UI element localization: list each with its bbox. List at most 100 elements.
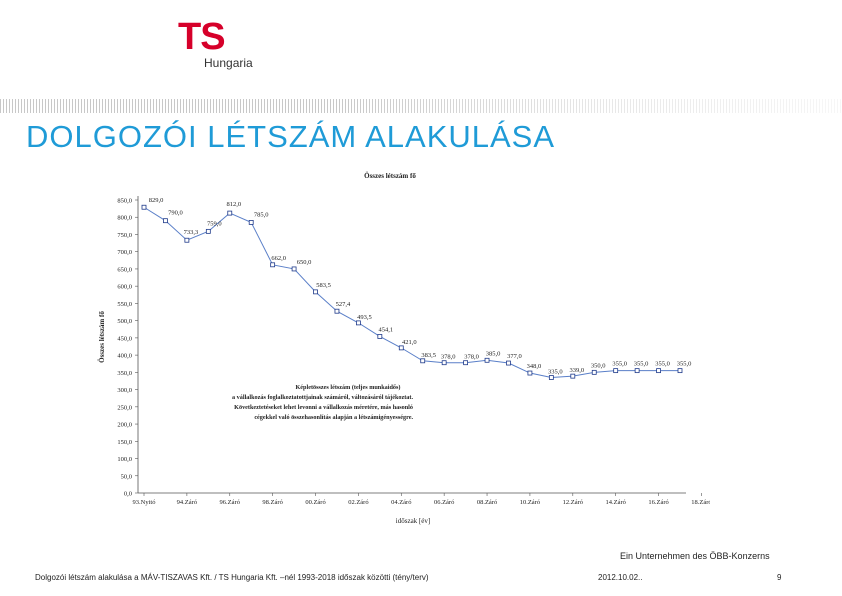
- data-point: [184, 237, 190, 243]
- data-point: [227, 210, 233, 216]
- x-tick-label: 93.Nyitó: [133, 499, 156, 506]
- data-label: 759,0: [207, 220, 222, 227]
- data-point: [463, 360, 469, 366]
- data-point: [677, 368, 683, 374]
- data-point: [248, 220, 254, 225]
- data-point: [205, 228, 211, 234]
- y-tick-label: 500,0: [117, 318, 132, 325]
- footer-caption: Dolgozói létszám alakulása a MÁV-TISZAVA…: [35, 573, 429, 582]
- ts-logo: TS: [178, 16, 226, 58]
- x-tick-label: 14.Záró: [605, 499, 625, 506]
- data-label: 583,5: [316, 282, 331, 289]
- x-tick-label: 00.Záró: [305, 499, 325, 506]
- data-label: 378,0: [441, 354, 456, 361]
- data-label: 335,0: [548, 369, 563, 376]
- y-tick-label: 0,0: [124, 491, 132, 498]
- data-point: [163, 218, 168, 224]
- data-label: 355,0: [655, 361, 670, 368]
- data-point: [355, 320, 361, 326]
- chart-title: Összes létszám fő: [364, 172, 416, 180]
- data-label: 355,0: [612, 361, 627, 368]
- data-point: [484, 357, 490, 363]
- data-label: 339,0: [569, 367, 584, 374]
- y-tick-label: 200,0: [117, 422, 132, 429]
- data-point: [548, 375, 554, 380]
- series-markers: [141, 204, 683, 380]
- data-label: 812,0: [226, 201, 241, 208]
- x-tick-label: 06.Záró: [434, 499, 454, 506]
- data-labels: 829,0 790,0 733,3 759,0 812,0 785,0 662,0 650,0…: [149, 197, 692, 375]
- data-point: [291, 266, 297, 272]
- data-label: 662,0: [271, 255, 286, 262]
- x-tick-label: 04.Záró: [391, 499, 411, 506]
- data-label: 527,4: [336, 301, 351, 308]
- x-tick-label: 02.Záró: [348, 499, 368, 506]
- data-label: 355,0: [677, 361, 692, 368]
- y-tick-label: 150,0: [117, 439, 132, 446]
- data-label: 650,0: [297, 259, 312, 266]
- logo-subtitle: Hungaria: [204, 56, 253, 70]
- data-point: [613, 368, 619, 374]
- data-point: [591, 369, 597, 375]
- y-tick-label: 850,0: [117, 198, 132, 205]
- annotation-line: Következtetéseket lehet levonni a vállal…: [234, 404, 413, 411]
- data-point: [334, 308, 340, 314]
- y-tick-label: 800,0: [117, 215, 132, 222]
- y-tick-label: 450,0: [117, 335, 132, 342]
- y-tick-label: 100,0: [117, 456, 132, 463]
- footer-date: 2012.10.02..: [598, 573, 643, 582]
- y-tick-label: 250,0: [117, 404, 132, 411]
- data-label: 421,0: [402, 339, 417, 346]
- annotation-line: cégekkel való összehasonlítás alapján a …: [254, 414, 413, 421]
- data-label: 790,0: [168, 210, 183, 217]
- annotation-line: a vállalkozás foglalkoztatottjainak szám…: [232, 394, 413, 401]
- data-label: 733,3: [184, 229, 199, 236]
- y-tick-label: 400,0: [117, 353, 132, 360]
- data-label: 378,0: [464, 354, 479, 361]
- data-label: 350,0: [591, 362, 606, 369]
- series-line: [143, 206, 680, 379]
- data-point: [420, 358, 426, 364]
- data-point: [634, 368, 640, 374]
- x-tick-label: 16.Záró: [648, 499, 668, 506]
- x-tick-label: 10.Záró: [520, 499, 540, 506]
- x-tick-label: 96.Záró: [220, 499, 240, 506]
- data-point: [398, 345, 404, 351]
- annotation-box: Képletösszes létszám (teljes munkaidős) a…: [232, 384, 413, 421]
- data-point: [570, 373, 576, 379]
- data-point: [270, 262, 276, 268]
- x-tick-label: 18.Záró: [691, 499, 710, 506]
- y-tick-labels: 0,0 50,0 100,0 150,0 200,0 250,0 300,0 350,0 400…: [117, 198, 138, 498]
- footer-brand: Ein Unternehmen des ÖBB-Konzerns: [620, 551, 770, 561]
- stripe-fade: [0, 99, 842, 113]
- x-tick-label: 12.Záró: [563, 499, 583, 506]
- data-label: 493,5: [357, 314, 372, 321]
- data-label: 377,0: [507, 353, 522, 360]
- page-number: 9: [777, 573, 782, 582]
- data-label: 785,0: [254, 211, 269, 218]
- data-label: 355,0: [634, 361, 649, 368]
- series-line-path: [143, 206, 680, 379]
- chart-axes: [137, 196, 686, 494]
- x-axis-title: időszak [év]: [396, 517, 430, 525]
- y-tick-label: 350,0: [117, 370, 132, 377]
- data-label: 385,0: [486, 350, 501, 357]
- y-tick-label: 300,0: [117, 387, 132, 394]
- x-tick-label: 08.Záró: [477, 499, 497, 506]
- y-tick-label: 50,0: [121, 473, 132, 480]
- x-tick-label: 98.Záró: [262, 499, 282, 506]
- data-label: 454,1: [379, 326, 394, 333]
- y-tick-label: 550,0: [117, 301, 132, 308]
- data-point: [313, 289, 318, 295]
- data-point: [377, 334, 383, 339]
- data-label: 348,0: [527, 363, 542, 370]
- data-point: [527, 370, 533, 376]
- data-point: [441, 360, 447, 366]
- y-tick-label: 600,0: [117, 284, 132, 291]
- headcount-chart: 0,0 50,0 100,0 150,0 200,0 250,0 300,0 350,0 400…: [98, 172, 710, 525]
- annotation-line: Képletösszes létszám (teljes munkaidős): [295, 384, 400, 391]
- y-tick-label: 700,0: [117, 249, 132, 256]
- y-axis-title: Összes létszám fő: [98, 311, 106, 363]
- data-label: 829,0: [149, 197, 164, 204]
- y-tick-label: 750,0: [117, 232, 132, 239]
